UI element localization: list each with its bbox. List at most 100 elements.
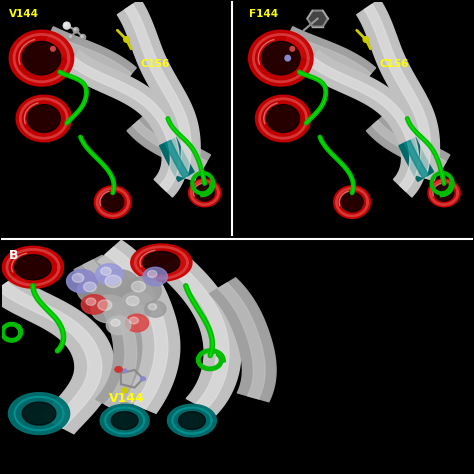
Polygon shape <box>341 192 363 212</box>
Polygon shape <box>118 0 200 181</box>
Polygon shape <box>100 404 149 437</box>
Polygon shape <box>283 27 375 85</box>
Circle shape <box>122 388 128 392</box>
Circle shape <box>69 35 74 40</box>
Circle shape <box>125 276 161 304</box>
Polygon shape <box>94 186 131 219</box>
Polygon shape <box>357 0 439 181</box>
Circle shape <box>83 282 96 292</box>
Polygon shape <box>105 247 168 409</box>
Polygon shape <box>9 392 70 435</box>
Polygon shape <box>266 105 300 132</box>
Polygon shape <box>69 57 179 191</box>
Polygon shape <box>166 259 229 410</box>
Circle shape <box>66 270 97 293</box>
Polygon shape <box>286 34 371 80</box>
Circle shape <box>129 317 138 324</box>
Circle shape <box>81 295 107 314</box>
Polygon shape <box>125 4 191 178</box>
Circle shape <box>120 292 154 317</box>
Polygon shape <box>404 140 428 178</box>
Circle shape <box>74 28 76 30</box>
Circle shape <box>363 37 369 42</box>
Text: V144: V144 <box>9 9 39 19</box>
Polygon shape <box>127 116 210 175</box>
Polygon shape <box>167 404 216 437</box>
Circle shape <box>69 35 72 37</box>
Polygon shape <box>98 240 180 413</box>
Polygon shape <box>218 283 265 399</box>
Polygon shape <box>364 4 430 178</box>
Polygon shape <box>210 278 276 402</box>
Polygon shape <box>74 255 147 414</box>
Polygon shape <box>372 120 446 168</box>
Polygon shape <box>160 138 194 182</box>
Polygon shape <box>133 120 207 168</box>
Circle shape <box>145 301 166 317</box>
Circle shape <box>141 377 146 381</box>
Polygon shape <box>46 34 131 80</box>
Circle shape <box>100 267 111 275</box>
Polygon shape <box>165 140 189 178</box>
Circle shape <box>285 55 291 61</box>
Polygon shape <box>15 255 51 280</box>
Polygon shape <box>399 138 434 182</box>
Circle shape <box>143 267 167 286</box>
Polygon shape <box>195 184 214 201</box>
Polygon shape <box>22 402 56 425</box>
Polygon shape <box>16 95 71 142</box>
Circle shape <box>124 37 129 42</box>
Circle shape <box>72 273 84 283</box>
Circle shape <box>98 300 112 310</box>
Polygon shape <box>366 116 450 175</box>
Circle shape <box>115 367 122 372</box>
Polygon shape <box>27 105 60 132</box>
Circle shape <box>91 295 128 323</box>
Circle shape <box>81 35 83 37</box>
Text: B: B <box>9 249 18 262</box>
Circle shape <box>125 314 148 332</box>
Circle shape <box>148 304 156 310</box>
Polygon shape <box>262 41 300 75</box>
Circle shape <box>64 22 70 29</box>
Circle shape <box>147 270 157 277</box>
Circle shape <box>126 296 139 306</box>
Polygon shape <box>111 411 138 429</box>
Polygon shape <box>334 186 371 219</box>
Circle shape <box>51 46 55 51</box>
Circle shape <box>86 298 96 305</box>
Circle shape <box>131 281 146 292</box>
Circle shape <box>106 316 131 335</box>
Circle shape <box>290 46 295 51</box>
Polygon shape <box>131 244 192 281</box>
Polygon shape <box>249 30 313 86</box>
Polygon shape <box>255 95 311 142</box>
Circle shape <box>122 369 127 372</box>
Text: V144: V144 <box>109 392 145 405</box>
Polygon shape <box>83 260 137 409</box>
Text: C156: C156 <box>140 59 170 69</box>
Polygon shape <box>189 179 221 207</box>
Text: F144: F144 <box>249 9 278 19</box>
Polygon shape <box>2 246 64 288</box>
Polygon shape <box>179 411 205 429</box>
Polygon shape <box>0 282 102 428</box>
Polygon shape <box>64 50 187 197</box>
Polygon shape <box>22 41 61 75</box>
Circle shape <box>80 35 86 40</box>
Polygon shape <box>434 184 454 201</box>
Polygon shape <box>9 30 73 86</box>
Polygon shape <box>102 192 124 212</box>
Polygon shape <box>157 254 241 415</box>
Circle shape <box>105 275 121 287</box>
Circle shape <box>73 27 79 33</box>
Polygon shape <box>143 251 180 274</box>
Polygon shape <box>303 50 427 197</box>
Circle shape <box>96 264 123 285</box>
Text: C156: C156 <box>380 59 409 69</box>
Circle shape <box>97 270 140 302</box>
Polygon shape <box>43 27 136 85</box>
Circle shape <box>64 23 67 26</box>
Circle shape <box>77 278 111 303</box>
Polygon shape <box>428 179 460 207</box>
